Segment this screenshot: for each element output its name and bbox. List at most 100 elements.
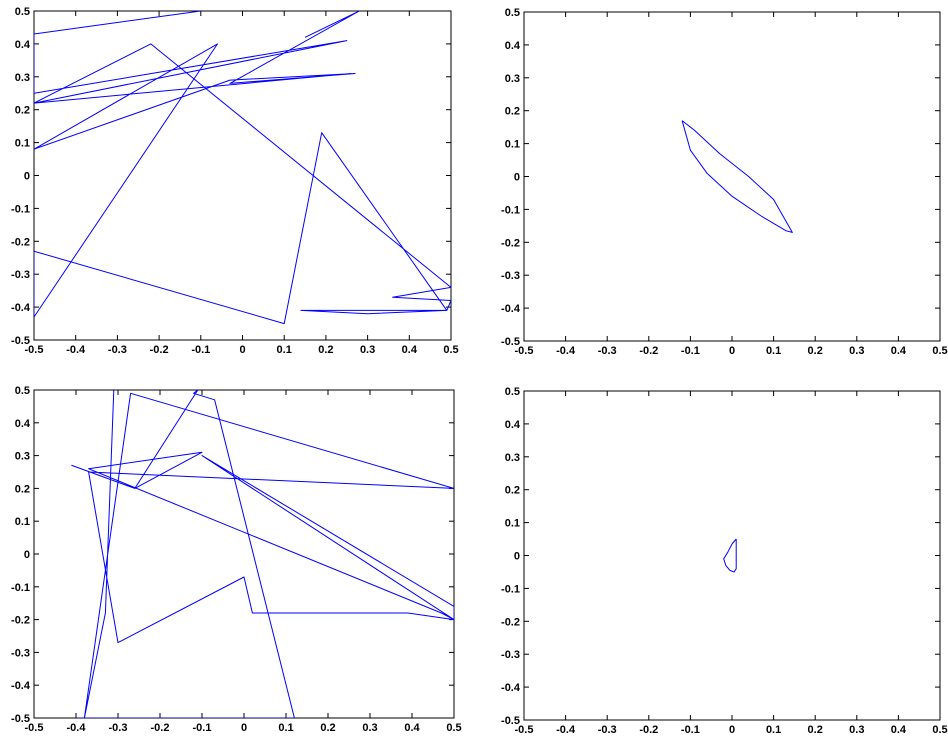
x-tick-label: -0.5 <box>25 344 44 356</box>
x-tick-label: 0.2 <box>808 724 823 736</box>
x-tick-label: -0.4 <box>556 724 576 736</box>
y-tick-label: 0 <box>514 551 520 563</box>
x-tick-label: 0.5 <box>443 344 458 356</box>
y-tick-label: -0.1 <box>11 582 30 594</box>
axes-bottom-left: -0.5 -0.4 -0.3 -0.2 -0.1 0 0.1 0.2 0.3 0.4 0.5 -0.5… <box>11 385 462 734</box>
y-tick-label: 0.4 <box>505 40 521 52</box>
y-tick-label: -0.4 <box>501 303 521 315</box>
y-tick-label: -0.3 <box>501 270 520 282</box>
y-tick-label: 0 <box>24 171 30 183</box>
y-tick-label: 0.2 <box>505 485 520 497</box>
x-tick-label: -0.5 <box>515 345 534 357</box>
y-tick-label: 0.5 <box>15 6 30 18</box>
x-tick-label: 0 <box>241 722 247 734</box>
x-tick-label: -0.1 <box>193 722 212 734</box>
axes-top-left: -0.5 -0.4 -0.3 -0.2 -0.1 0 0.1 0.2 0.3 0.4 0.5 -0.5… <box>11 6 459 356</box>
y-tick-label: 0.4 <box>15 39 31 51</box>
x-tick-label: -0.4 <box>67 722 87 734</box>
y-tick-label: 0.2 <box>15 483 30 495</box>
x-tick-label: 0.3 <box>849 345 864 357</box>
x-tick-label: 0 <box>729 345 735 357</box>
y-tick-label: 0.5 <box>15 385 30 397</box>
series-line-bottom-left <box>71 390 454 718</box>
axes-bottom-right: -0.5 -0.4 -0.3 -0.2 -0.1 0 0.1 0.2 0.3 0.4 0.5 -0.5… <box>501 386 948 736</box>
axes-box-top-left <box>33 10 452 341</box>
y-tick-label: -0.3 <box>11 269 30 281</box>
x-tick-label: 0.2 <box>808 345 823 357</box>
y-tick-label: 0.3 <box>15 451 30 463</box>
y-tick-label: 0.5 <box>505 386 520 398</box>
axes-top-right: -0.5 -0.4 -0.3 -0.2 -0.1 0 0.1 0.2 0.3 0.4 0.5 -0.5… <box>501 7 948 357</box>
y-tick-label: -0.5 <box>501 715 520 727</box>
y-tick-label: 0.4 <box>505 419 521 431</box>
x-tick-label: -0.2 <box>639 345 658 357</box>
axes-box-top-right <box>523 11 941 342</box>
series-line-bottom-right <box>723 538 737 573</box>
y-tick-label: 0.5 <box>505 7 520 19</box>
x-tick-label: -0.5 <box>25 722 44 734</box>
x-tick-label: 0 <box>239 344 245 356</box>
y-tick-label: 0.3 <box>15 72 30 84</box>
axes-box-bottom-left <box>33 389 455 719</box>
y-tick-label: 0.1 <box>505 518 520 530</box>
y-tick-label: -0.4 <box>501 682 521 694</box>
series-line-top-right <box>681 120 793 233</box>
x-tick-label: -0.1 <box>681 345 700 357</box>
x-tick-label: 0.2 <box>320 722 335 734</box>
y-tick-label: -0.2 <box>11 236 30 248</box>
x-tick-label: -0.2 <box>150 344 169 356</box>
y-tick-label: 0.2 <box>505 106 520 118</box>
x-tick-label: 0.4 <box>404 722 420 734</box>
series-line-top-left <box>34 11 451 325</box>
axes-box-bottom-right <box>523 390 941 721</box>
x-tick-label: 0.4 <box>891 724 907 736</box>
y-tick-label: 0 <box>24 549 30 561</box>
y-tick-label: 0.3 <box>505 452 520 464</box>
x-tick-label: -0.3 <box>598 724 617 736</box>
x-tick-label: -0.4 <box>556 345 576 357</box>
y-tick-label: 0.3 <box>505 73 520 85</box>
y-tick-label: -0.4 <box>11 680 31 692</box>
x-tick-label: 0.1 <box>277 344 292 356</box>
x-tick-label: 0.3 <box>360 344 375 356</box>
x-tick-label: -0.1 <box>681 724 700 736</box>
y-tick-label: -0.2 <box>11 615 30 627</box>
x-tick-label: 0 <box>729 724 735 736</box>
y-tick-label: -0.4 <box>11 302 31 314</box>
x-tick-label: 0.1 <box>766 345 781 357</box>
y-tick-label: -0.5 <box>11 713 30 725</box>
y-tick-label: -0.1 <box>501 583 520 595</box>
x-tick-label: -0.1 <box>191 344 210 356</box>
y-tick-label: 0.2 <box>15 105 30 117</box>
x-tick-label: 0.5 <box>446 722 461 734</box>
y-tick-label: -0.1 <box>501 204 520 216</box>
x-tick-label: -0.5 <box>515 724 534 736</box>
x-tick-label: -0.3 <box>598 345 617 357</box>
y-tick-label: 0 <box>514 172 520 184</box>
y-tick-label: -0.5 <box>11 335 30 347</box>
x-tick-label: 0.4 <box>402 344 418 356</box>
x-tick-label: 0.1 <box>766 724 781 736</box>
y-tick-label: 0.4 <box>15 418 31 430</box>
x-tick-label: -0.4 <box>66 344 86 356</box>
y-tick-label: -0.1 <box>11 203 30 215</box>
x-tick-label: 0.3 <box>362 722 377 734</box>
x-tick-label: 0.5 <box>932 345 947 357</box>
x-tick-label: -0.3 <box>109 722 128 734</box>
y-tick-label: -0.2 <box>501 237 520 249</box>
y-tick-label: -0.3 <box>11 647 30 659</box>
y-tick-label: 0.1 <box>15 516 30 528</box>
x-tick-label: 0.4 <box>891 345 907 357</box>
y-tick-label: -0.5 <box>501 336 520 348</box>
x-tick-label: -0.2 <box>639 724 658 736</box>
x-tick-label: -0.2 <box>151 722 170 734</box>
y-tick-label: 0.1 <box>15 138 30 150</box>
x-tick-label: 0.3 <box>849 724 864 736</box>
y-tick-label: -0.3 <box>501 649 520 661</box>
x-tick-label: 0.1 <box>278 722 293 734</box>
y-tick-label: -0.2 <box>501 616 520 628</box>
y-tick-label: 0.1 <box>505 139 520 151</box>
x-tick-label: 0.5 <box>932 724 947 736</box>
x-tick-label: 0.2 <box>318 344 333 356</box>
